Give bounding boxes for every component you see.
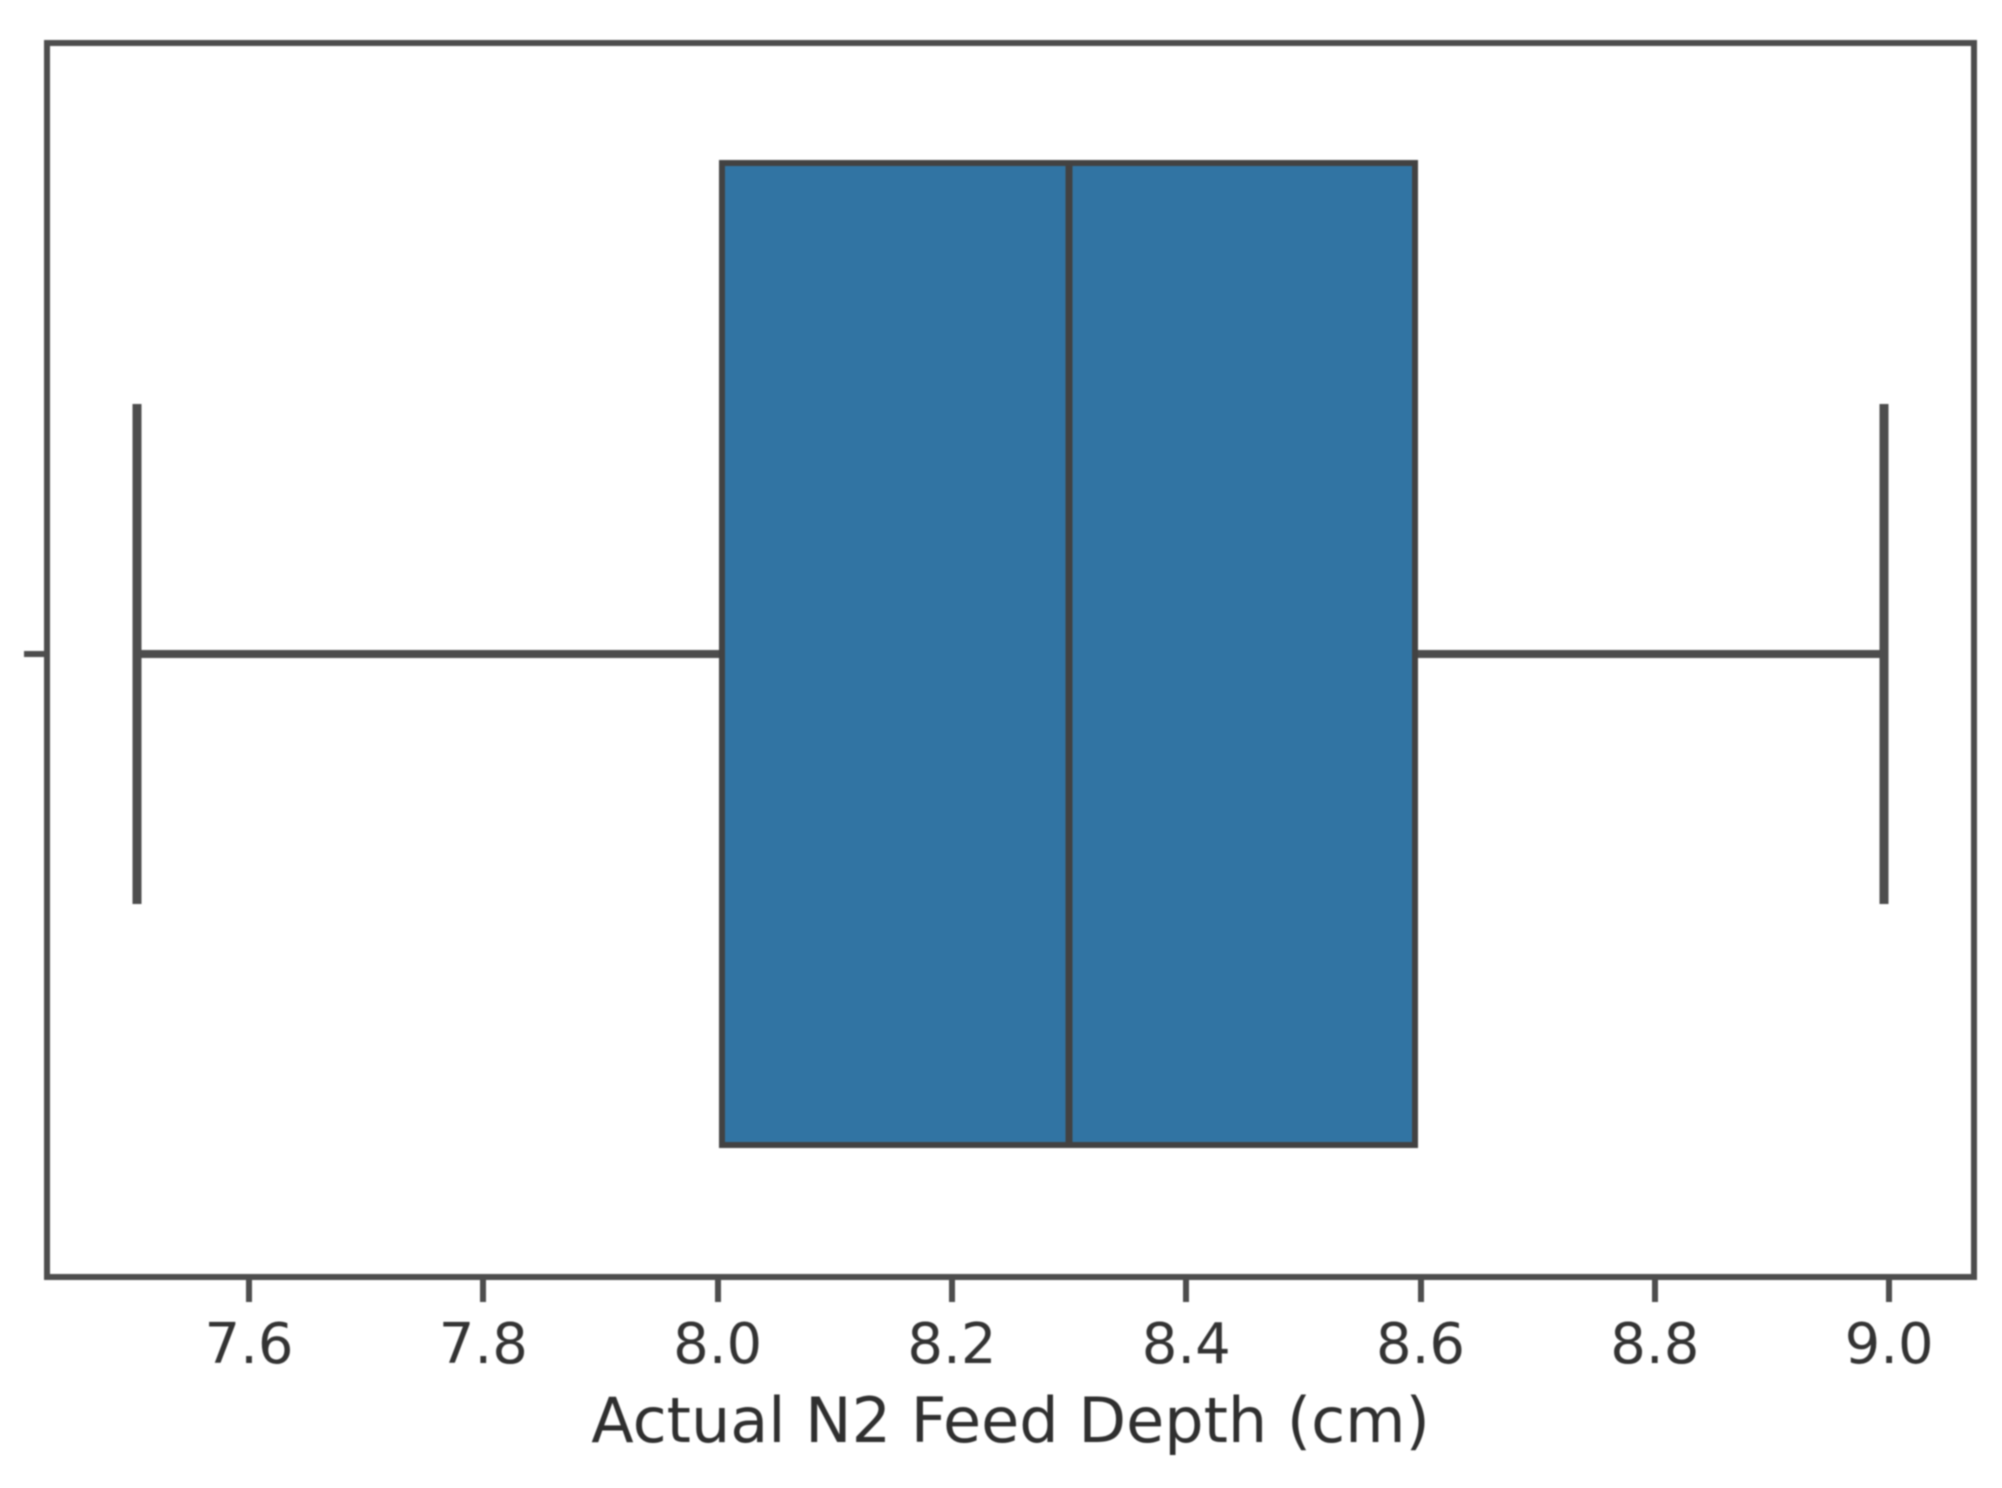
x-tick-label: 8.2	[907, 1312, 997, 1377]
x-tick-label: 7.6	[204, 1312, 294, 1377]
x-tick-mark	[480, 1280, 487, 1302]
x-tick-label: 8.8	[1610, 1312, 1700, 1377]
whisker-right-cap	[1879, 403, 1889, 904]
median-line	[1065, 160, 1073, 1148]
x-tick-label: 8.6	[1375, 1312, 1466, 1377]
x-tick-mark	[1651, 1280, 1658, 1302]
y-tick-mark	[24, 650, 44, 657]
x-tick-label: 8.0	[673, 1312, 763, 1377]
whisker-left-line	[137, 649, 720, 658]
x-axis: Actual N2 Feed Depth (cm) 7.6 7.8 8.0 8.2 8.…	[44, 1280, 1977, 1488]
x-tick-mark	[246, 1280, 252, 1302]
x-tick-label: 9.0	[1844, 1312, 1934, 1377]
whisker-right-line	[1417, 649, 1884, 658]
x-tick-mark	[1183, 1280, 1190, 1302]
x-tick-mark	[1886, 1280, 1893, 1302]
x-tick-label: 7.8	[438, 1312, 528, 1377]
whisker-left-cap	[132, 403, 142, 904]
x-tick-mark	[714, 1280, 721, 1302]
x-tick-mark	[1417, 1280, 1424, 1302]
x-axis-label: Actual N2 Feed Depth (cm)	[591, 1384, 1430, 1457]
x-tick-label: 8.4	[1141, 1312, 1231, 1377]
plot-area	[24, 40, 1977, 1280]
x-tick-mark	[948, 1280, 955, 1302]
